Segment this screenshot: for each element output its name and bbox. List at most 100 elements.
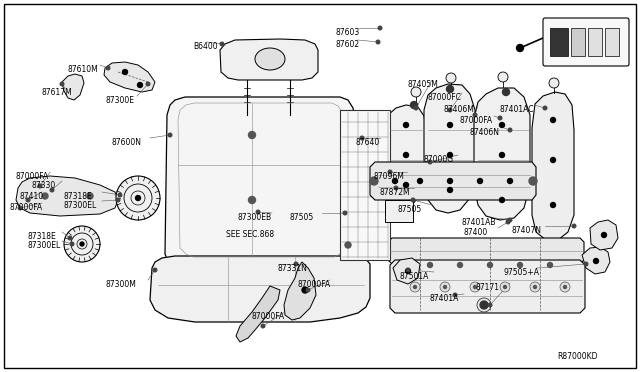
Circle shape xyxy=(473,113,477,117)
Circle shape xyxy=(116,176,160,220)
Bar xyxy=(550,28,568,56)
Polygon shape xyxy=(390,260,585,313)
Text: SEE SEC.868: SEE SEC.868 xyxy=(226,230,274,239)
Circle shape xyxy=(458,263,463,267)
Circle shape xyxy=(572,224,576,228)
Circle shape xyxy=(302,287,308,293)
Circle shape xyxy=(488,303,492,307)
Text: 87401AB: 87401AB xyxy=(461,218,495,227)
Circle shape xyxy=(220,42,224,46)
Bar xyxy=(385,200,413,222)
Polygon shape xyxy=(388,238,584,264)
Text: 87505: 87505 xyxy=(290,213,314,222)
Polygon shape xyxy=(590,220,618,250)
Circle shape xyxy=(403,183,408,187)
Circle shape xyxy=(440,282,450,292)
Circle shape xyxy=(118,193,122,197)
Polygon shape xyxy=(16,176,118,216)
Circle shape xyxy=(498,116,502,120)
Text: 87401AC: 87401AC xyxy=(500,105,534,114)
Circle shape xyxy=(602,232,607,237)
Circle shape xyxy=(60,82,64,86)
Circle shape xyxy=(480,301,488,309)
Circle shape xyxy=(360,136,364,140)
Polygon shape xyxy=(150,256,370,322)
Text: 87617M: 87617M xyxy=(42,88,73,97)
Circle shape xyxy=(444,285,447,289)
Text: 87603: 87603 xyxy=(335,28,359,37)
Circle shape xyxy=(428,263,433,267)
Polygon shape xyxy=(236,286,280,342)
FancyBboxPatch shape xyxy=(543,18,629,66)
Circle shape xyxy=(106,66,110,70)
Circle shape xyxy=(550,157,556,163)
Circle shape xyxy=(410,282,420,292)
Circle shape xyxy=(506,220,510,224)
Circle shape xyxy=(550,202,556,208)
Circle shape xyxy=(345,242,351,248)
Text: 87640: 87640 xyxy=(355,138,380,147)
Circle shape xyxy=(38,184,42,188)
Text: 87407N: 87407N xyxy=(511,226,541,235)
Circle shape xyxy=(499,122,504,128)
Text: 87610M: 87610M xyxy=(68,65,99,74)
Text: 87318E: 87318E xyxy=(28,232,57,241)
Bar xyxy=(340,110,390,260)
Polygon shape xyxy=(62,74,84,100)
Text: 87406N: 87406N xyxy=(470,128,500,137)
Text: 87000FA: 87000FA xyxy=(460,116,493,125)
Circle shape xyxy=(502,89,509,96)
Circle shape xyxy=(80,242,84,246)
Text: 87318E: 87318E xyxy=(63,192,92,201)
Circle shape xyxy=(488,263,493,267)
Circle shape xyxy=(153,268,157,272)
Circle shape xyxy=(518,263,522,267)
Circle shape xyxy=(584,262,588,266)
Circle shape xyxy=(477,179,483,183)
Circle shape xyxy=(70,242,74,246)
Circle shape xyxy=(447,179,452,183)
Circle shape xyxy=(406,268,410,272)
Text: 87000FC: 87000FC xyxy=(428,93,462,102)
Polygon shape xyxy=(393,258,420,284)
Circle shape xyxy=(499,153,504,157)
Circle shape xyxy=(530,282,540,292)
Text: R87000KD: R87000KD xyxy=(557,352,598,361)
Circle shape xyxy=(470,282,480,292)
Polygon shape xyxy=(384,105,428,207)
Polygon shape xyxy=(582,247,610,274)
Text: 87300EL: 87300EL xyxy=(63,201,96,210)
Circle shape xyxy=(294,262,298,266)
Circle shape xyxy=(378,26,382,30)
Ellipse shape xyxy=(255,48,285,70)
Circle shape xyxy=(417,179,422,183)
Text: 87600N: 87600N xyxy=(112,138,142,147)
Circle shape xyxy=(446,73,456,83)
Circle shape xyxy=(410,102,417,109)
Circle shape xyxy=(412,198,415,202)
Circle shape xyxy=(550,118,556,122)
Circle shape xyxy=(146,82,150,86)
Text: 87300E: 87300E xyxy=(105,96,134,105)
Circle shape xyxy=(376,40,380,44)
Text: 87400: 87400 xyxy=(464,228,488,237)
Circle shape xyxy=(248,131,255,138)
Circle shape xyxy=(87,193,93,199)
Text: 87330: 87330 xyxy=(32,181,56,190)
Polygon shape xyxy=(220,39,318,80)
Circle shape xyxy=(448,108,452,112)
Circle shape xyxy=(394,186,398,190)
Text: B6400: B6400 xyxy=(193,42,218,51)
Circle shape xyxy=(508,218,512,222)
Text: 87406M: 87406M xyxy=(444,105,475,114)
Circle shape xyxy=(370,177,378,185)
Circle shape xyxy=(261,324,265,328)
Text: 87000FA: 87000FA xyxy=(252,312,285,321)
Text: 87410: 87410 xyxy=(20,192,44,201)
Circle shape xyxy=(343,211,347,215)
Circle shape xyxy=(516,45,524,51)
Circle shape xyxy=(447,153,452,157)
Circle shape xyxy=(593,259,598,263)
Text: 87000FA: 87000FA xyxy=(10,203,43,212)
Circle shape xyxy=(549,78,559,88)
